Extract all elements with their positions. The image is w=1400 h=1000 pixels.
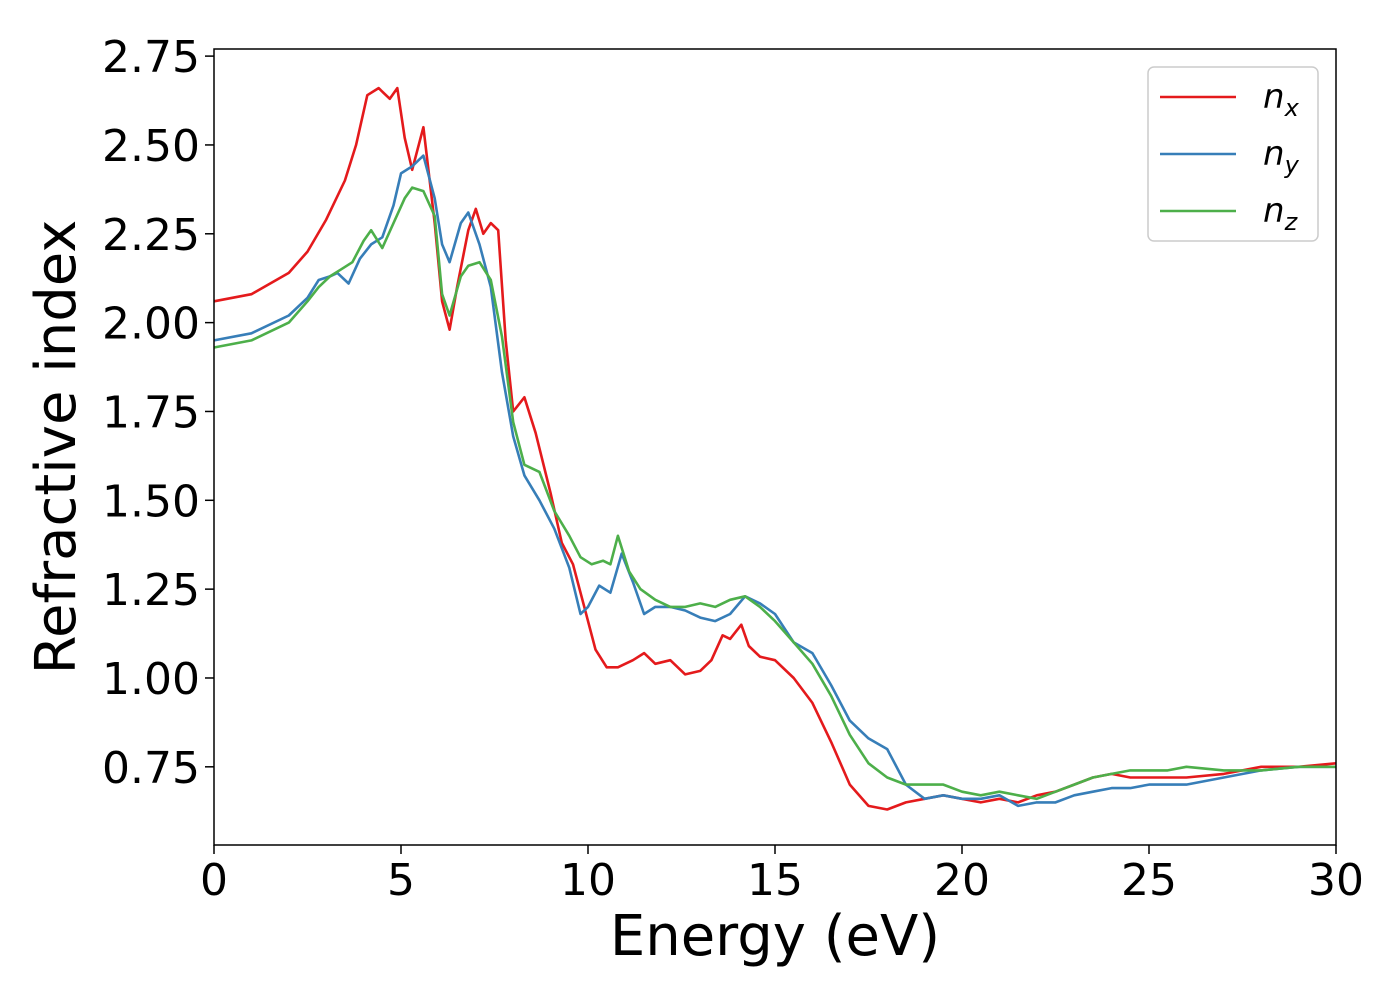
y-tick-label: 0.75 — [102, 743, 200, 794]
y-tick-label: 1.50 — [102, 476, 200, 527]
y-tick-label: 2.00 — [102, 299, 200, 350]
x-axis-title: Energy (eV) — [610, 904, 940, 969]
plot-area — [213, 86, 1337, 811]
series-line-n_y — [213, 154, 1336, 808]
x-tick-label: 0 — [200, 855, 228, 906]
x-tick-label: 10 — [560, 855, 616, 906]
y-tick-label: 2.75 — [102, 32, 200, 83]
legend: nx ny nz — [1147, 66, 1319, 242]
plot-frame — [213, 48, 1337, 846]
y-tick-label: 2.25 — [102, 210, 200, 261]
legend-label-n_y: ny — [1263, 134, 1300, 179]
y-tick-label: 1.00 — [102, 654, 200, 705]
x-tick-label: 15 — [747, 855, 803, 906]
y-tick-label: 2.50 — [102, 121, 200, 172]
y-tick-label: 1.75 — [102, 387, 200, 438]
legend-label-n_z: nz — [1263, 191, 1299, 236]
y-axis-ticks: 0.75 1.00 1.25 1.50 1.75 2.00 2.25 2.50 2.75 — [102, 32, 214, 794]
series-line-n_z — [213, 186, 1336, 801]
x-tick-label: 25 — [1121, 855, 1177, 906]
x-axis-ticks: 0 5 10 15 20 25 30 — [200, 845, 1364, 906]
y-axis-title: Refractive index — [24, 220, 89, 675]
y-tick-label: 1.25 — [102, 565, 200, 616]
series-line-n_x — [213, 86, 1337, 811]
x-tick-label: 30 — [1308, 855, 1364, 906]
legend-label-n_x: nx — [1263, 77, 1300, 122]
x-tick-label: 5 — [387, 855, 415, 906]
x-tick-label: 20 — [934, 855, 990, 906]
